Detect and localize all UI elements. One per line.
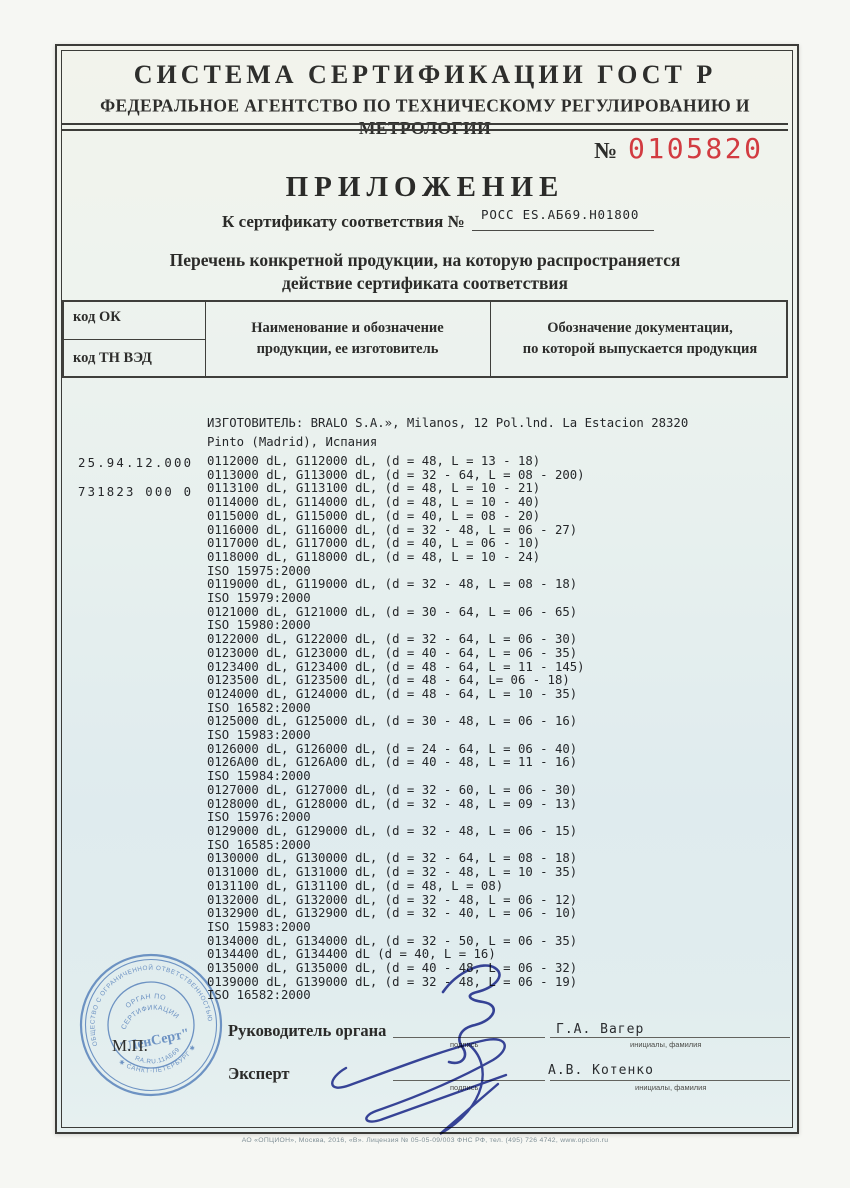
product-line: 0117000 dL, G117000 dL, (d = 40, L = 06 … <box>207 536 541 551</box>
col-header-product: Наименование и обозначение продукции, ее… <box>251 320 444 357</box>
form-number-value: 0105820 <box>628 132 764 165</box>
product-line: ISO 15984:2000 <box>207 769 311 784</box>
product-line: ISO 15983:2000 <box>207 919 311 934</box>
table-column-divider-1 <box>205 302 206 376</box>
col-header-documentation: Обозначение документации, по которой вып… <box>522 320 758 357</box>
certificate-ref-number: РОСС ES.АБ69.Н01800 <box>481 207 640 222</box>
certification-stamp: ОБЩЕСТВО С ОГРАНИЧЕННОЙ ОТВЕТСТВЕННОСТЬЮ… <box>78 952 223 1097</box>
head-signature-ink <box>441 964 501 1065</box>
signature-stroke <box>439 1042 500 1136</box>
product-line: 0130000 dL, G130000 dL, (d = 32 - 64, L … <box>207 851 578 866</box>
table-header: код ОК код ТН ВЭД Наименование и обознач… <box>62 300 788 378</box>
product-line: ISO 15975:2000 <box>207 563 311 578</box>
product-line: 0135000 dL, G135000 dL, (d = 40 - 48, L … <box>207 961 578 976</box>
expert-name: А.В. Котенко <box>548 1063 654 1078</box>
expert-signature-line <box>393 1065 545 1081</box>
product-line: ISO 15976:2000 <box>207 810 311 825</box>
product-line: ISO 16585:2000 <box>207 837 311 852</box>
expert-signature-ink <box>331 1038 508 1136</box>
col-header-tnved-code: код ТН ВЭД <box>73 350 152 366</box>
product-line: 0123400 dL, G123400 dL, (d = 48 - 64, L … <box>207 659 585 674</box>
product-line: 0118000 dL, G118000 dL, (d = 48, L = 10 … <box>207 549 541 564</box>
signature-stroke <box>331 1038 508 1123</box>
product-line: 0113000 dL, G113000 dL, (d = 32 - 64, L … <box>207 467 585 482</box>
certificate-frame <box>55 44 799 1134</box>
product-line: ISO 15979:2000 <box>207 591 311 606</box>
product-line: ISO 15980:2000 <box>207 618 311 633</box>
product-line: 0114000 dL, G114000 dL, (d = 48, L = 10 … <box>207 495 541 510</box>
product-line: 0128000 dL, G128000 dL, (d = 32 - 48, L … <box>207 796 578 811</box>
product-line: 0125000 dL, G125000 dL, (d = 30 - 48, L … <box>207 714 578 729</box>
product-line: 0139000 dL, G139000 dL, (d = 32 - 48, L … <box>207 974 578 989</box>
product-line: 0127000 dL, G127000 dL, (d = 32 - 60, L … <box>207 782 578 797</box>
stamp-outer-ring <box>79 953 223 1097</box>
product-line: 0126000 dL, G126000 dL, (d = 24 - 64, L … <box>207 741 578 756</box>
head-of-body-label: Руководитель органа <box>228 1021 387 1040</box>
manufacturer-text: ИЗГОТОВИТЕЛЬ: BRALO S.A.», Milanos, 12 P… <box>207 416 689 449</box>
list-subtitle: Перечень конкретной продукции, на котору… <box>169 250 681 293</box>
stamp-inner-ring <box>107 981 195 1069</box>
certificate-inner-frame <box>61 50 793 1128</box>
product-line: 0112000 dL, G112000 dL, (d = 48, L = 13 … <box>207 454 541 468</box>
head-name-line <box>550 1022 790 1038</box>
product-line: 0134000 dL, G134000 dL, (d = 32 - 50, L … <box>207 933 578 948</box>
col-header-ok-code: код ОК <box>73 309 121 325</box>
expert-label: Эксперт <box>228 1064 290 1083</box>
product-line: 0134400 dL, G134400 dL (d = 40, L = 16) <box>207 947 496 962</box>
product-line: 0123500 dL, G123500 dL, (d = 48 - 64, L=… <box>207 673 570 688</box>
agency-title: ФЕДЕРАЛЬНОЕ АГЕНТСТВО ПО ТЕХНИЧЕСКОМУ РЕ… <box>100 94 750 138</box>
stamp-middle-ring <box>84 958 218 1092</box>
product-line: ISO 16582:2000 <box>207 700 311 715</box>
product-line: 0132000 dL, G132000 dL, (d = 32 - 48, L … <box>207 892 578 907</box>
product-line: 0123000 dL, G123000 dL, (d = 40 - 64, L … <box>207 645 578 660</box>
product-line: 0122000 dL, G122000 dL, (d = 32 - 64, L … <box>207 632 578 647</box>
product-line: 0121000 dL, G121000 dL, (d = 30 - 64, L … <box>207 604 578 619</box>
product-line: 0113100 dL, G113100 dL, (d = 48, L = 10 … <box>207 481 541 496</box>
product-line: 0131100 dL, G131100 dL, (d = 48, L = 08) <box>207 878 504 893</box>
head-name-sublabel: инициалы, фамилия <box>630 1040 702 1049</box>
product-line: 0132900 dL, G132900 dL, (d = 32 - 40, L … <box>207 906 578 921</box>
header-divider <box>62 123 788 131</box>
stamp-place-label: М.П. <box>112 1036 148 1055</box>
printer-imprint: АО «ОПЦИОН», Москва, 2016, «В». Лицензия… <box>241 1137 609 1144</box>
expert-signature-sublabel: подпись <box>450 1083 479 1092</box>
certificate-ref-label: К сертификату соответствия № <box>222 212 465 231</box>
product-line: 0124000 dL, G124000 dL, (d = 48 - 64, L … <box>207 686 578 701</box>
product-line: 0126A00 dL, G126A00 dL, (d = 40 - 48, L … <box>207 755 578 770</box>
page-title: ПРИЛОЖЕНИЕ <box>285 171 565 203</box>
head-signature-line <box>393 1022 545 1038</box>
ok-code-value: 25.94.12.000 <box>78 456 194 470</box>
form-number-sign: № <box>594 138 618 163</box>
product-line: 0116000 dL, G116000 dL, (d = 32 - 48, L … <box>207 522 578 537</box>
table-column-divider-2 <box>490 302 491 376</box>
product-line: 0115000 dL, G115000 dL, (d = 40, L = 08 … <box>207 508 541 523</box>
product-line: 0119000 dL, G119000 dL, (d = 32 - 48, L … <box>207 577 578 592</box>
system-title: СИСТЕМА СЕРТИФИКАЦИИ ГОСТ Р <box>133 60 717 89</box>
product-line: 0129000 dL, G129000 dL, (d = 32 - 48, L … <box>207 823 578 838</box>
expert-name-line <box>550 1065 790 1081</box>
product-line: ISO 15983:2000 <box>207 728 311 743</box>
signature-stroke <box>441 964 501 1065</box>
product-line: 0131000 dL, G131000 dL, (d = 32 - 48, L … <box>207 865 578 880</box>
table-code-divider <box>64 339 205 340</box>
tnved-code-value: 731823 000 0 <box>78 485 194 499</box>
expert-name-sublabel: инициалы, фамилия <box>635 1083 707 1092</box>
head-name: Г.А. Вагер <box>556 1022 645 1037</box>
product-lines: 0112000 dL, G112000 dL, (d = 48, L = 13 … <box>207 454 585 1003</box>
certificate-ref-underline <box>472 230 654 231</box>
